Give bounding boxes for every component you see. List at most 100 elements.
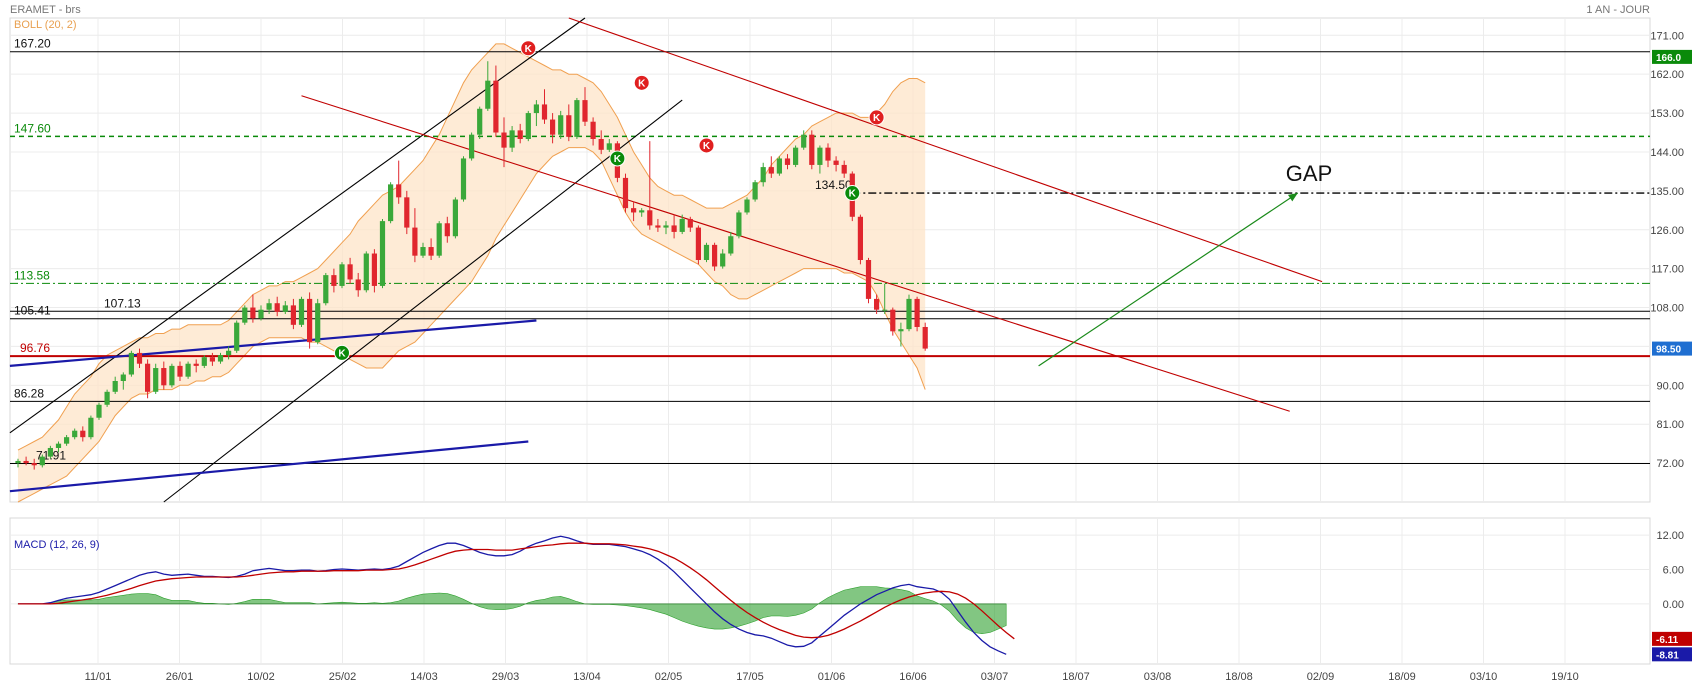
candle-body: [226, 350, 232, 356]
candle-body: [420, 247, 426, 256]
level-label: 134.50: [815, 178, 852, 192]
candle-body: [15, 460, 21, 464]
candle-body: [906, 298, 912, 330]
candle-body: [582, 100, 588, 122]
candle-body: [177, 365, 183, 377]
candle-body: [712, 244, 718, 267]
candle-body: [768, 167, 774, 174]
candle-body: [217, 355, 224, 362]
k-markers: K K K K K K K: [334, 40, 885, 361]
k-marker: [334, 344, 350, 361]
candle-body: [161, 368, 167, 386]
price-tag-box: [1652, 49, 1692, 64]
x-tick-label: 02/05: [655, 671, 683, 683]
chart-title: ERAMET - brs: [10, 4, 81, 16]
y-tick-label: 72.00: [1656, 458, 1684, 470]
candle-body: [436, 223, 442, 256]
macd-y-tick-label: 6.00: [1663, 565, 1684, 577]
macd-histogram: [17, 586, 1007, 635]
candle-body: [428, 247, 434, 256]
candle-body: [647, 210, 653, 226]
candle-body: [809, 134, 815, 165]
candle-body: [452, 199, 458, 237]
candle-body: [517, 130, 523, 139]
candle-body: [444, 223, 450, 237]
candle-body: [566, 115, 572, 137]
candle-body: [509, 130, 515, 148]
y-tick-label: 117.00: [1651, 264, 1684, 276]
candle-body: [776, 158, 782, 174]
candle-body: [371, 253, 377, 286]
candle-body: [687, 218, 693, 228]
candle-body: [258, 309, 264, 319]
level-label: 105.41: [14, 304, 51, 318]
candle-body: [671, 225, 677, 232]
candle-body: [307, 298, 313, 343]
candle-body: [460, 158, 467, 200]
candle-body: [282, 305, 288, 312]
blue-support-upper: [9, 319, 537, 367]
k-marker: [633, 74, 650, 91]
signal-line: [18, 542, 1015, 640]
candle-body: [477, 108, 483, 135]
x-tick-label: 16/06: [899, 671, 927, 683]
candle-body: [31, 463, 37, 466]
period-label[interactable]: 1 AN - JOUR: [1586, 4, 1650, 16]
bollinger-lower: [17, 147, 926, 503]
x-tick-label: 01/06: [818, 671, 846, 683]
macd-indicator-label[interactable]: MACD (12, 26, 9): [14, 539, 100, 551]
bollinger-upper: [17, 43, 926, 451]
candle-body: [234, 322, 240, 351]
candle-body: [47, 447, 53, 457]
candle-body: [388, 184, 394, 222]
candle-body: [833, 160, 839, 165]
candle-body: [631, 208, 637, 213]
boll-indicator-label[interactable]: BOLL (20, 2): [14, 19, 77, 31]
candle-body: [606, 143, 612, 150]
candle-body: [882, 309, 888, 311]
candle-body: [274, 303, 280, 312]
candle-body: [339, 264, 345, 286]
candle-body: [120, 374, 126, 381]
candle-body: [323, 275, 329, 304]
y-tick-label: 153.00: [1650, 108, 1684, 120]
gap-arrow-head: [1287, 193, 1298, 202]
k-marker-letter: K: [873, 113, 881, 124]
candle-body: [355, 279, 361, 291]
candle-body: [104, 391, 110, 405]
x-tick-label: 18/07: [1062, 671, 1090, 683]
candle-body: [315, 303, 321, 343]
level-label: 107.13: [104, 296, 141, 310]
candle-body: [185, 363, 191, 377]
candle-body: [550, 119, 556, 135]
candle-body: [533, 104, 539, 114]
y-tick-label: 162.00: [1650, 69, 1684, 81]
x-tick-label: 03/07: [981, 671, 1009, 683]
macd-value-tag: -6.11: [1656, 635, 1679, 646]
candle-body: [153, 368, 159, 392]
red-channel-lower: [301, 95, 1290, 412]
candle-body: [379, 221, 386, 286]
candle-body: [825, 147, 831, 161]
bollinger-fill: [18, 43, 926, 503]
candle-body: [898, 329, 904, 332]
macd-value-tag: -8.81: [1656, 650, 1679, 661]
x-tick-label: 26/01: [166, 671, 194, 683]
blue-support-lower: [9, 440, 529, 493]
macd-value-tag-box: [1652, 647, 1692, 662]
y-tick-label: 126.00: [1650, 225, 1684, 237]
x-tick-label: 29/03: [492, 671, 520, 683]
x-tick-label: 19/10: [1551, 671, 1579, 683]
candle-body: [622, 177, 629, 209]
gap-label: GAP: [1286, 161, 1332, 186]
macd-value-tag-box: [1652, 631, 1692, 646]
candle-body: [39, 456, 45, 466]
price-tags: 166.0 98.50 -6.11 -8.81: [1652, 49, 1692, 662]
k-marker-letter: K: [525, 44, 533, 55]
x-tick-label: 10/02: [247, 671, 275, 683]
candle-body: [242, 307, 248, 323]
candle-body: [23, 460, 29, 464]
candle-body: [890, 309, 896, 332]
candle-body: [331, 275, 337, 286]
